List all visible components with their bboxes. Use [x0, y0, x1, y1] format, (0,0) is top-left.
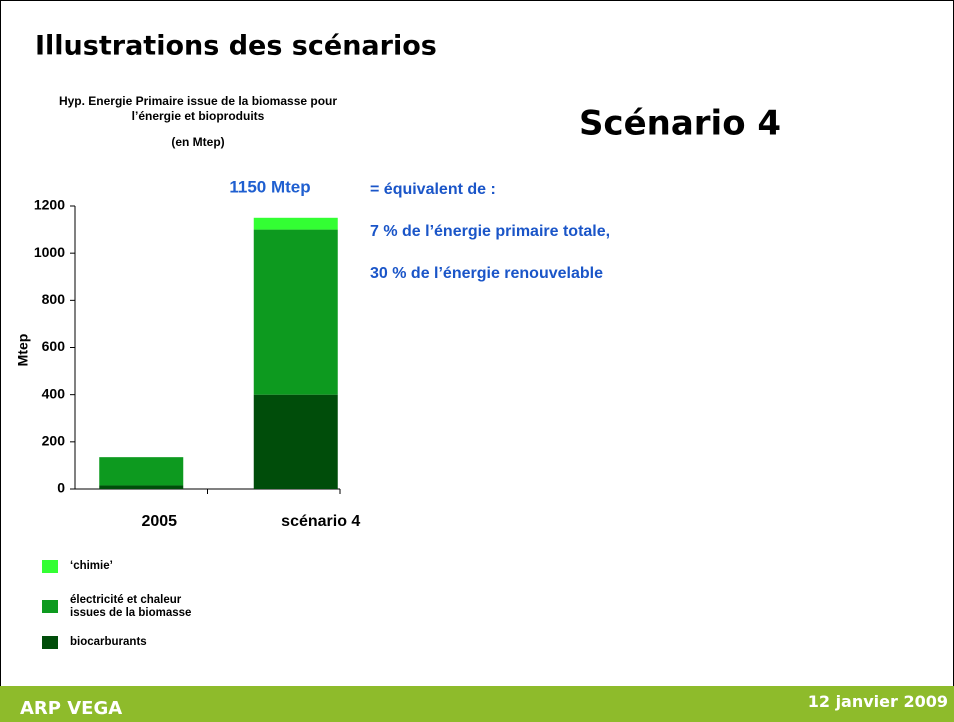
- legend-item: électricité et chaleur issues de la biom…: [42, 594, 212, 620]
- y-tick-label: 600: [42, 338, 66, 354]
- legend-swatch: [42, 600, 58, 613]
- y-tick-label: 200: [42, 433, 66, 449]
- slide-title: Illustrations des scénarios: [35, 31, 437, 62]
- footer-right: 12 janvier 2009: [807, 692, 948, 711]
- footer-left: ARP VEGA: [20, 698, 123, 719]
- chart-title: Hyp. Energie Primaire issue de la biomas…: [58, 94, 338, 123]
- y-axis-label: Mtep: [15, 334, 31, 367]
- legend-label: ‘chimie’: [70, 560, 113, 572]
- y-tick-label: 0: [57, 480, 65, 496]
- y-tick-label: 1200: [34, 197, 65, 213]
- chart: Illustrations des scénarios Scénario 4 =…: [15, 31, 781, 531]
- footer: ARP VEGA 12 janvier 2009: [0, 686, 954, 722]
- legend-swatch: [42, 560, 58, 573]
- legend-item: biocarburants: [42, 636, 212, 649]
- bar-segment: [253, 217, 338, 230]
- heading: Scénario 4: [579, 104, 781, 144]
- x-tick-label: 2005: [141, 513, 177, 530]
- y-tick-label: 800: [42, 291, 66, 307]
- chart-subtitle: (en Mtep): [171, 135, 224, 149]
- bar-segment: [99, 457, 184, 486]
- legend-label: biocarburants: [70, 636, 147, 648]
- legend-label: électricité et chaleur issues de la biom…: [70, 594, 192, 619]
- bar-segment: [99, 485, 184, 489]
- chart-title-box: Hyp. Energie Primaire issue de la biomas…: [58, 94, 338, 123]
- y-tick-label: 1000: [34, 244, 65, 260]
- bar-segment: [253, 394, 338, 489]
- annotation: 1150 Mtep: [229, 177, 310, 196]
- note: 30 % de l’énergie renouvelable: [370, 265, 603, 282]
- y-tick-label: 400: [42, 385, 66, 401]
- note: = équivalent de :: [370, 181, 496, 198]
- legend-item: ‘chimie’: [42, 560, 212, 573]
- x-tick-label: scénario 4: [281, 513, 360, 530]
- legend-swatch: [42, 636, 58, 649]
- bar-segment: [253, 229, 338, 395]
- note: 7 % de l’énergie primaire totale,: [370, 223, 610, 240]
